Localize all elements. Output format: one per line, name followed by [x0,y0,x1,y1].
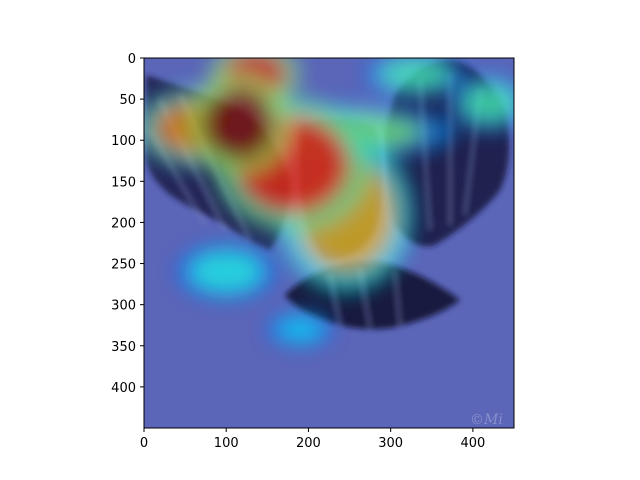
x-tick-label: 400 [460,436,485,451]
hotspot-core [201,86,276,161]
hotspot-core [189,251,264,293]
y-tick-label: 50 [119,93,136,108]
y-tick-label: 300 [111,299,136,314]
y-tick-label: 200 [111,216,136,231]
axes-frame [143,57,515,429]
y-tick-label: 0 [128,52,136,67]
heatmap-hotspots [144,58,514,346]
hotspot-core [275,317,325,342]
x-tick-label: 0 [140,436,148,451]
y-tick-label: 100 [111,134,136,149]
x-tick-label: 200 [296,436,321,451]
y-tick-label: 350 [111,340,136,355]
x-tick-label: 300 [378,436,403,451]
watermark: ©Mi [470,412,503,428]
x-tick-label: 100 [214,436,239,451]
hotspot-core [460,82,514,124]
plot-area [144,58,514,428]
y-axis: 0 50 100 150 200 250 300 350 400 [111,52,144,396]
y-tick-label: 250 [111,258,136,273]
y-tick-label: 150 [111,175,136,190]
hotspot-core [378,58,453,91]
x-axis: 0 100 200 300 400 [140,428,485,451]
y-tick-label: 400 [111,381,136,396]
